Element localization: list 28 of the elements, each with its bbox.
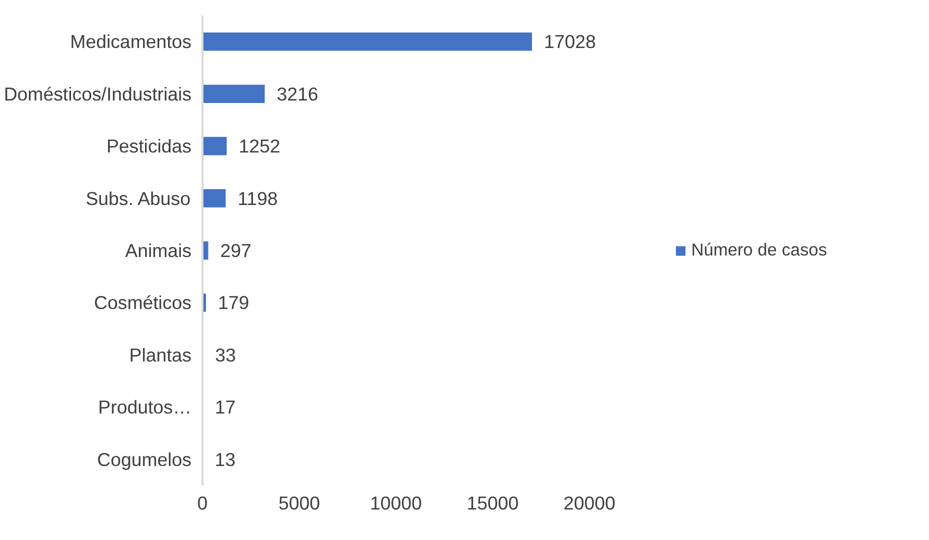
data-label: 17 [214, 396, 236, 418]
data-label: 1198 [238, 188, 278, 209]
x-tick-label: 0 [197, 492, 208, 514]
y-tick-label: Domésticos/Industriais [4, 83, 192, 104]
y-tick-label: Plantas [129, 344, 192, 366]
y-tick-label: Medicamentos [70, 31, 192, 52]
bar [202, 84, 265, 103]
y-tick-label: Cosméticos [94, 292, 192, 314]
data-label: 297 [220, 240, 252, 261]
y-tick-label: Subs. Abuso [86, 188, 190, 209]
data-label: 13 [214, 448, 236, 470]
x-tick-label: 20000 [564, 492, 616, 514]
bar [202, 189, 226, 208]
data-label: 17028 [544, 31, 596, 52]
x-tick-label: 15000 [466, 492, 519, 514]
data-label: 1252 [238, 136, 280, 157]
data-label: 3216 [276, 83, 318, 104]
bar [202, 136, 227, 156]
legend-label: Número de casos [691, 240, 827, 260]
data-label: 33 [215, 344, 236, 366]
x-tick-label: 10000 [370, 492, 422, 514]
bar [202, 32, 532, 51]
data-label: 179 [218, 292, 250, 314]
y-tick-label: Produtos… [98, 396, 192, 418]
x-tick-label: 5000 [278, 492, 320, 514]
y-tick-label: Cogumelos [97, 448, 192, 470]
y-tick-label: Animais [125, 240, 192, 261]
y-tick-label: Pesticidas [106, 136, 192, 157]
